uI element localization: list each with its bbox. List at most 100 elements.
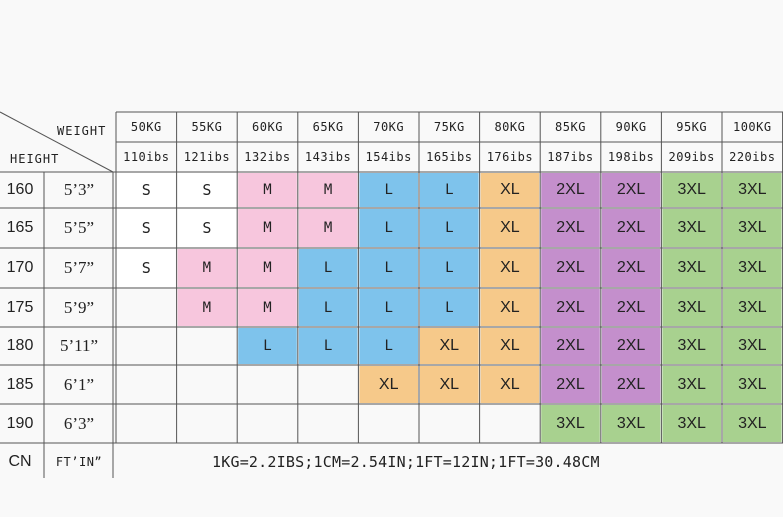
size-cell: S <box>202 219 212 237</box>
size-cell: L <box>384 260 393 276</box>
size-cell-bg <box>723 209 782 247</box>
size-cell: XL <box>500 259 520 276</box>
size-cell: 3XL <box>616 414 646 432</box>
size-cell: XL <box>439 337 460 354</box>
size-cell-bg <box>480 173 540 207</box>
weight-lbs-header: 220ibs <box>729 150 776 164</box>
size-cell: M <box>263 182 272 198</box>
size-cell: 2XL <box>616 337 646 354</box>
size-cell <box>177 404 238 443</box>
height-ftin-cell: 5’9” <box>63 297 95 317</box>
size-cell: 2XL <box>556 259 585 276</box>
size-cell: M <box>263 299 272 316</box>
size-cell: 3XL <box>738 181 767 198</box>
size-cell: L <box>323 260 333 276</box>
size-cell: M <box>323 220 333 236</box>
size-cell: S <box>141 259 151 277</box>
size-cell-bg <box>480 289 540 326</box>
weight-lbs-header: 154ibs <box>365 150 412 164</box>
size-cell: L <box>263 338 272 354</box>
size-cell <box>116 365 177 404</box>
height-cm-cell: 175 <box>6 298 34 316</box>
size-cell <box>298 404 359 443</box>
size-cell-bg <box>723 289 782 326</box>
weight-kg-header: 100KG <box>732 120 772 134</box>
weight-lbs-header: 165ibs <box>426 150 473 164</box>
size-cell-bg <box>723 405 782 442</box>
ftin-label: FT’IN” <box>55 455 103 469</box>
size-cell: M <box>202 260 212 276</box>
weight-kg-header: 55KG <box>191 120 223 134</box>
height-ftin-cell: 5’11” <box>59 336 99 355</box>
weight-lbs-header: 198ibs <box>607 150 655 164</box>
size-cell: 3XL <box>738 298 767 316</box>
size-cell: XL <box>500 375 520 393</box>
size-cell-bg <box>359 209 418 247</box>
size-cell: 2XL <box>616 219 646 236</box>
size-cell-bg <box>359 289 418 326</box>
size-cell-bg <box>359 173 418 207</box>
height-cm-cell: 165 <box>6 219 34 236</box>
size-cell-bg <box>298 173 358 207</box>
size-cell-bg <box>541 249 600 287</box>
size-cell-bg <box>662 209 721 247</box>
size-cell-bg <box>359 366 418 403</box>
size-cell-bg <box>359 328 418 364</box>
weight-lbs-header: 121ibs <box>183 150 231 164</box>
weight-lbs-header: 209ibs <box>668 150 715 164</box>
size-cell-bg <box>420 289 479 326</box>
weight-kg-header: 60KG <box>252 120 283 134</box>
size-cell: 2XL <box>556 337 585 354</box>
size-cell: 3XL <box>677 219 706 236</box>
size-cell-bg <box>420 249 479 287</box>
size-cell-bg <box>601 366 661 403</box>
size-cell-bg <box>117 209 176 247</box>
size-cell: 2XL <box>556 181 585 198</box>
size-cell: XL <box>439 375 460 393</box>
size-cell: 2XL <box>616 259 646 276</box>
weight-kg-header: 95KG <box>676 120 708 134</box>
size-cell: L <box>384 299 393 316</box>
size-cell-bg <box>177 173 237 207</box>
size-cell-bg <box>480 328 540 364</box>
size-cell-bg <box>420 173 479 207</box>
size-cell <box>298 365 359 404</box>
size-cell: L <box>384 182 393 198</box>
height-ftin-cell: 5’5” <box>63 218 95 237</box>
height-ftin-cell: 6’1” <box>63 374 95 394</box>
size-cell-bg <box>238 173 297 207</box>
size-cell: 2XL <box>616 181 646 198</box>
size-cell-bg <box>541 366 600 403</box>
size-cell-bg <box>480 249 540 287</box>
size-cell-bg <box>723 249 782 287</box>
size-cell-bg <box>420 366 479 403</box>
size-cell-bg <box>298 249 358 287</box>
size-cell-bg <box>359 249 418 287</box>
size-cell-bg <box>541 173 600 207</box>
size-cell: 2XL <box>616 298 646 316</box>
size-cell: L <box>323 338 333 354</box>
size-cell <box>358 404 419 443</box>
size-cell: 3XL <box>556 414 585 432</box>
height-ftin-cell: 6’3” <box>63 413 95 433</box>
size-cell: 3XL <box>677 298 706 316</box>
size-cell: L <box>445 220 454 236</box>
size-cell: 3XL <box>677 375 706 393</box>
height-cm-cell: 190 <box>6 414 34 432</box>
size-cell: 3XL <box>738 375 767 393</box>
weight-lbs-header: 187ibs <box>547 150 594 164</box>
size-cell: 3XL <box>738 259 767 276</box>
height-ftin-cell: 5’7” <box>63 258 95 277</box>
height-label: HEIGHT <box>10 152 60 166</box>
size-cell-bg <box>117 173 176 207</box>
corner-diagonal <box>0 111 114 173</box>
size-cell <box>237 365 298 404</box>
weight-kg-header: 90KG <box>615 120 647 134</box>
size-cell: 2XL <box>556 298 585 316</box>
size-cell-bg <box>541 289 600 326</box>
size-cell: L <box>445 299 454 316</box>
size-cell <box>480 404 541 443</box>
weight-kg-header: 75KG <box>433 120 465 134</box>
height-cm-cell: 185 <box>6 375 34 393</box>
